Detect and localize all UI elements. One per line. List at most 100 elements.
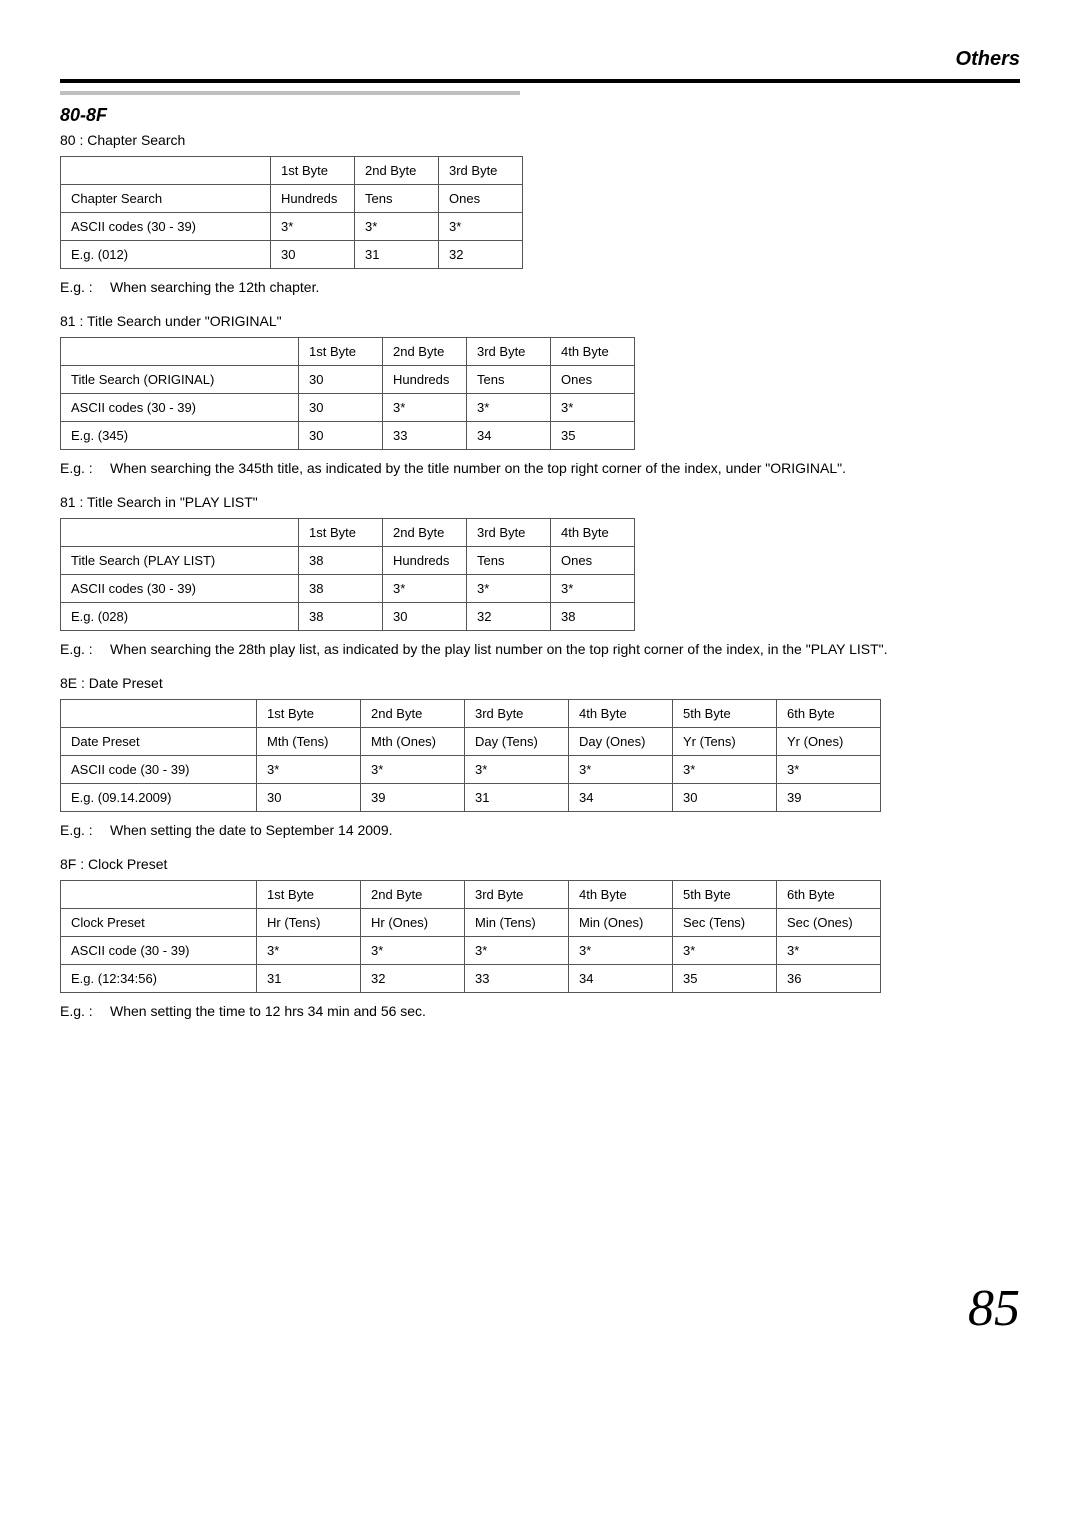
table-row-label: ASCII codes (30 - 39) [61, 394, 299, 422]
section-caption: 81 : Title Search in "PLAY LIST" [60, 494, 1020, 510]
example-text: When searching the 345th title, as indic… [110, 460, 1020, 476]
table-cell: Mth (Ones) [361, 728, 465, 756]
table-row-label: ASCII codes (30 - 39) [61, 575, 299, 603]
table-header-empty [61, 881, 257, 909]
section-heading: 80-8F [60, 91, 520, 126]
table-header: 4th Byte [551, 519, 635, 547]
table-cell: Ones [551, 366, 635, 394]
table-cell: Hr (Tens) [257, 909, 361, 937]
table-header: 5th Byte [673, 881, 777, 909]
table-header: 1st Byte [299, 338, 383, 366]
table-row: ASCII codes (30 - 39)303*3*3* [61, 394, 635, 422]
page-number: 85 [60, 1279, 1020, 1338]
table-header: 4th Byte [551, 338, 635, 366]
table-cell: Mth (Tens) [257, 728, 361, 756]
table-cell: 3* [673, 937, 777, 965]
table-row: Clock PresetHr (Tens)Hr (Ones)Min (Tens)… [61, 909, 881, 937]
table-header-empty [61, 157, 271, 185]
table-cell: 38 [299, 575, 383, 603]
table-header: 1st Byte [257, 881, 361, 909]
table-cell: 38 [299, 603, 383, 631]
table-cell: 3* [777, 937, 881, 965]
table-header: 4th Byte [569, 700, 673, 728]
section-table: 1st Byte2nd Byte3rd Byte4th Byte5th Byte… [60, 880, 881, 993]
table-cell: 3* [551, 394, 635, 422]
table-header: 3rd Byte [465, 700, 569, 728]
table-cell: 34 [569, 784, 673, 812]
table-row: ASCII codes (30 - 39)383*3*3* [61, 575, 635, 603]
example-text: When setting the date to September 14 20… [110, 822, 1020, 838]
table-cell: 3* [257, 756, 361, 784]
table-cell: 3* [551, 575, 635, 603]
table-cell: 39 [361, 784, 465, 812]
table-cell: 30 [299, 366, 383, 394]
example-prefix: E.g. : [60, 1003, 110, 1019]
table-cell: 39 [777, 784, 881, 812]
table-cell: Ones [551, 547, 635, 575]
table-row-label: ASCII code (30 - 39) [61, 937, 257, 965]
table-cell: 3* [257, 937, 361, 965]
table-row: Date PresetMth (Tens)Mth (Ones)Day (Tens… [61, 728, 881, 756]
table-header-empty [61, 519, 299, 547]
table-row: ASCII code (30 - 39)3*3*3*3*3*3* [61, 756, 881, 784]
table-row: Title Search (PLAY LIST)38HundredsTensOn… [61, 547, 635, 575]
example-text: When searching the 12th chapter. [110, 279, 1020, 295]
table-row-label: ASCII codes (30 - 39) [61, 213, 271, 241]
example-text: When setting the time to 12 hrs 34 min a… [110, 1003, 1020, 1019]
table-cell: 34 [467, 422, 551, 450]
topbar: Others [60, 48, 1020, 83]
table-row: ASCII codes (30 - 39)3*3*3* [61, 213, 523, 241]
table-cell: 3* [355, 213, 439, 241]
table-row-label: Title Search (ORIGINAL) [61, 366, 299, 394]
content-sections: 80 : Chapter Search1st Byte2nd Byte3rd B… [60, 132, 1020, 1019]
table-cell: 33 [465, 965, 569, 993]
table-row-label: Date Preset [61, 728, 257, 756]
table-header: 4th Byte [569, 881, 673, 909]
example-prefix: E.g. : [60, 641, 110, 657]
table-cell: 30 [257, 784, 361, 812]
table-row: Title Search (ORIGINAL)30HundredsTensOne… [61, 366, 635, 394]
table-cell: 30 [299, 394, 383, 422]
table-cell: Tens [467, 366, 551, 394]
table-cell: 38 [299, 547, 383, 575]
table-row: E.g. (09.14.2009)303931343039 [61, 784, 881, 812]
table-cell: 3* [383, 394, 467, 422]
table-cell: 3* [465, 937, 569, 965]
table-header: 2nd Byte [383, 519, 467, 547]
table-cell: 32 [439, 241, 523, 269]
table-cell: 3* [777, 756, 881, 784]
table-header: 1st Byte [299, 519, 383, 547]
table-row-label: E.g. (345) [61, 422, 299, 450]
table-row-label: E.g. (028) [61, 603, 299, 631]
section-caption: 81 : Title Search under "ORIGINAL" [60, 313, 1020, 329]
table-row-label: ASCII code (30 - 39) [61, 756, 257, 784]
table-cell: 3* [361, 756, 465, 784]
example-note: E.g. :When searching the 28th play list,… [60, 641, 1020, 657]
table-cell: 34 [569, 965, 673, 993]
table-header-empty [61, 700, 257, 728]
section-caption: 8E : Date Preset [60, 675, 1020, 691]
table-cell: Hundreds [271, 185, 355, 213]
table-header: 1st Byte [271, 157, 355, 185]
table-cell: 3* [569, 937, 673, 965]
table-cell: Hr (Ones) [361, 909, 465, 937]
table-cell: Tens [467, 547, 551, 575]
table-cell: 3* [439, 213, 523, 241]
section-table: 1st Byte2nd Byte3rd ByteChapter SearchHu… [60, 156, 523, 269]
table-cell: 31 [257, 965, 361, 993]
table-row: ASCII code (30 - 39)3*3*3*3*3*3* [61, 937, 881, 965]
table-header: 3rd Byte [465, 881, 569, 909]
table-cell: Yr (Ones) [777, 728, 881, 756]
table-cell: Sec (Tens) [673, 909, 777, 937]
table-cell: Hundreds [383, 547, 467, 575]
table-cell: 3* [569, 756, 673, 784]
section-table: 1st Byte2nd Byte3rd Byte4th ByteTitle Se… [60, 518, 635, 631]
table-row-label: E.g. (12:34:56) [61, 965, 257, 993]
table-cell: 3* [465, 756, 569, 784]
table-row: E.g. (12:34:56)313233343536 [61, 965, 881, 993]
table-cell: 3* [383, 575, 467, 603]
table-row-label: Clock Preset [61, 909, 257, 937]
example-note: E.g. :When setting the time to 12 hrs 34… [60, 1003, 1020, 1019]
table-row-label: E.g. (012) [61, 241, 271, 269]
table-header: 2nd Byte [361, 881, 465, 909]
